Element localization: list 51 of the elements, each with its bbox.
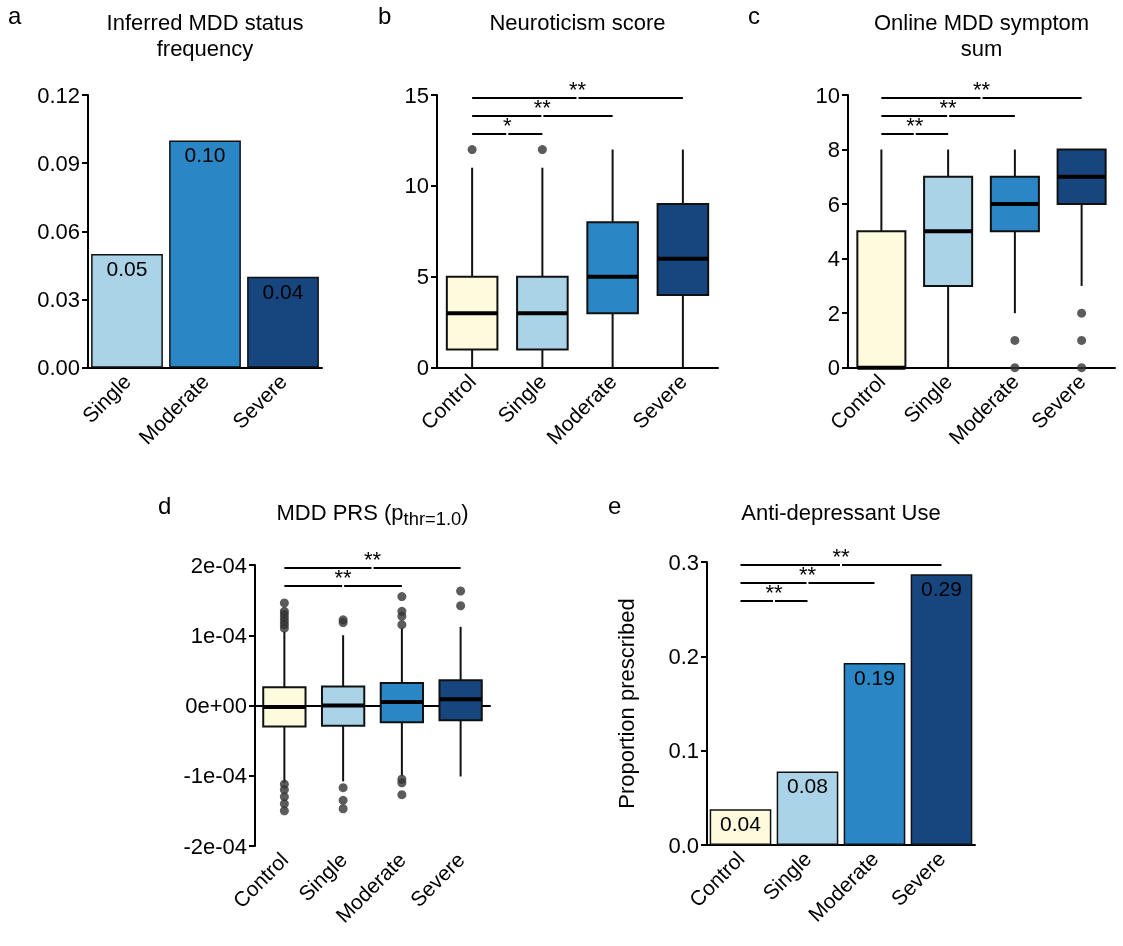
data-label: 0.10 (184, 143, 226, 167)
text: e (608, 492, 622, 520)
annotation: ** (765, 580, 783, 605)
y-tick-label: 0.00 (37, 355, 80, 381)
y-tick-label: 10 (404, 173, 429, 199)
chart-title: Anti-depressant Use (740, 500, 942, 526)
text: d (158, 492, 172, 520)
y-tick-label: 0.3 (668, 549, 699, 575)
annotation: ** (363, 547, 382, 572)
data-label: 0.29 (921, 577, 962, 601)
y-tick-label: 4 (827, 246, 840, 272)
y-tick-label: 8 (827, 137, 840, 163)
y-tick-label: 10 (815, 82, 840, 108)
y-tick-label: 0.03 (37, 287, 80, 313)
y-tick-label: 15 (404, 82, 429, 108)
y-tick-label: 0.2 (668, 643, 699, 669)
chart-title: MDD PRS (p$_{thr=1.0}$) (275, 500, 470, 532)
annotation: ** (334, 565, 352, 590)
y-tick-label: 0 (416, 355, 429, 381)
data-label: 0.05 (106, 257, 148, 281)
data-label: 0.04 (262, 279, 304, 303)
y-tick-label: 0e+00 (185, 693, 247, 718)
y-tick-label: 0.09 (37, 150, 80, 176)
text: a (8, 2, 22, 30)
text: c (748, 2, 760, 30)
y-tick-label: 0.06 (37, 218, 80, 244)
y-tick-label: 0.1 (668, 738, 699, 764)
y-tick-label: 1e-04 (190, 622, 247, 648)
annotation: ** (939, 95, 957, 120)
annotation: ** (533, 95, 551, 120)
data-label: 0.08 (787, 774, 828, 798)
text: b (378, 2, 392, 30)
y-tick-label: 6 (827, 191, 840, 217)
annotation: ** (906, 113, 924, 138)
data-label: 0.04 (720, 812, 762, 836)
annotation: * (502, 113, 512, 138)
y-tick-label: 0.12 (37, 82, 80, 108)
chart-title: Online MDD symptom sum (872, 10, 1091, 62)
y-axis-title: Proportion prescribed (613, 598, 639, 809)
y-tick-label: 0 (827, 355, 840, 381)
y-tick-label: 5 (416, 264, 429, 290)
annotation: ** (568, 77, 587, 102)
data-label: 0.19 (854, 665, 895, 689)
chart-title: Neuroticism score (488, 10, 667, 36)
annotation: ** (972, 77, 991, 102)
annotation: ** (798, 562, 817, 587)
y-tick-label: 2e-04 (190, 552, 247, 578)
chart-title: Inferred MDD status frequency (105, 10, 305, 62)
y-tick-label: -1e-04 (183, 763, 247, 789)
annotation: ** (832, 544, 850, 569)
y-tick-label: 2 (827, 300, 840, 326)
